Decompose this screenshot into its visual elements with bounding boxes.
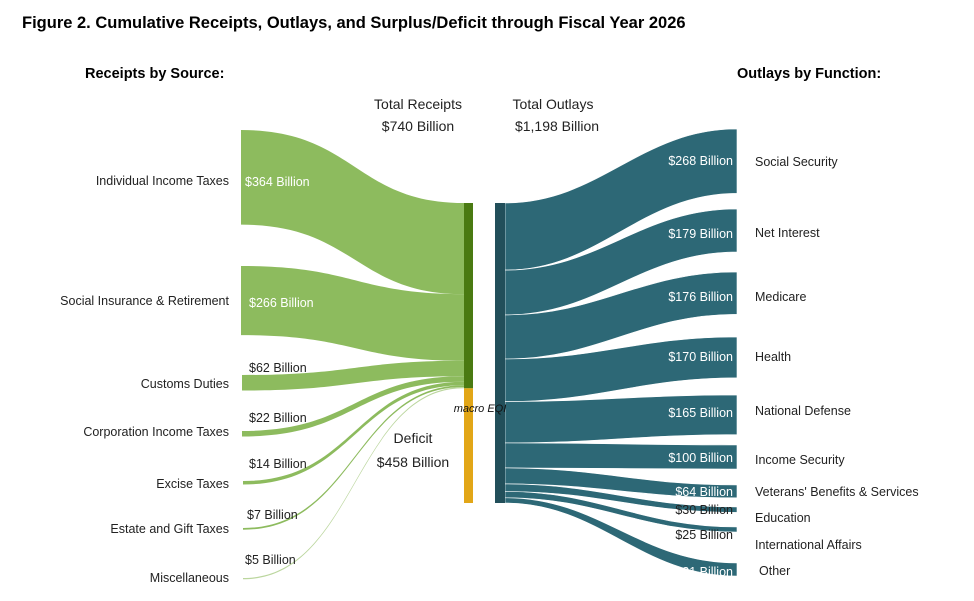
receipt-flow-customs-duties — [242, 360, 464, 391]
receipt-name-estate-and-gift-taxes: Estate and Gift Taxes — [110, 522, 229, 536]
receipt-value-excise-taxes: $14 Billion — [249, 457, 307, 471]
outlay-flow-health — [504, 336, 738, 402]
receipt-flows — [241, 130, 464, 580]
receipt-value-social-insurance-retirement: $266 Billion — [249, 296, 314, 310]
outlay-value-medicare: $176 Billion — [668, 290, 733, 304]
outlay-value-other: $21 Billion — [675, 565, 733, 579]
outlay-value-health: $170 Billion — [668, 350, 733, 364]
receipt-flow-corporation-income-taxes — [242, 376, 464, 437]
receipt-name-individual-income-taxes: Individual Income Taxes — [96, 174, 229, 188]
receipt-name-customs-duties: Customs Duties — [141, 377, 229, 391]
receipt-value-individual-income-taxes: $364 Billion — [245, 175, 310, 189]
deficit-bar — [464, 388, 473, 503]
outlay-name-international-affairs: International Affairs — [755, 538, 862, 552]
receipt-flow-social-insurance-retirement — [241, 266, 464, 361]
outlay-name-net-interest: Net Interest — [755, 226, 820, 240]
outlay-value-national-defense: $165 Billion — [668, 406, 733, 420]
receipt-value-miscellaneous: $5 Billion — [245, 553, 296, 567]
outlay-value-net-interest: $179 Billion — [668, 227, 733, 241]
deficit-value: $458 Billion — [377, 454, 449, 470]
outlay-flow-other — [504, 497, 738, 577]
outlay-name-veterans-benefits-services: Veterans' Benefits & Services — [755, 485, 919, 499]
outlay-flow-net-interest — [504, 208, 738, 316]
outlay-flow-income-security — [504, 442, 738, 470]
receipt-name-excise-taxes: Excise Taxes — [156, 477, 229, 491]
total-bars — [464, 203, 505, 503]
outlay-flow-medicare — [504, 271, 738, 360]
total-outlays-label: Total Outlays — [513, 96, 594, 112]
outlay-name-health: Health — [755, 350, 791, 364]
outlay-value-income-security: $100 Billion — [668, 451, 733, 465]
receipt-value-estate-and-gift-taxes: $7 Billion — [247, 508, 298, 522]
outlays-header: Outlays by Function: — [737, 66, 881, 82]
receipt-value-customs-duties: $62 Billion — [249, 361, 307, 375]
outlay-name-national-defense: National Defense — [755, 404, 851, 418]
figure-title: Figure 2. Cumulative Receipts, Outlays, … — [22, 14, 686, 32]
outlay-flow-social-security — [504, 128, 738, 271]
outlay-name-income-security: Income Security — [755, 453, 845, 467]
watermark-text: macro EQI — [454, 403, 507, 415]
outlay-flow-veterans-benefits-services — [504, 467, 738, 499]
total-outlays-bar — [495, 203, 505, 503]
outlay-name-other: Other — [759, 564, 790, 578]
receipt-name-social-insurance-retirement: Social Insurance & Retirement — [60, 294, 229, 308]
outlay-flows — [504, 128, 738, 577]
total-receipts-bar — [464, 203, 473, 389]
outlay-name-social-security: Social Security — [755, 155, 838, 169]
outlay-value-social-security: $268 Billion — [668, 154, 733, 168]
outlay-flow-international-affairs — [504, 491, 738, 533]
receipt-name-miscellaneous: Miscellaneous — [150, 571, 229, 585]
receipts-header: Receipts by Source: — [85, 66, 224, 82]
receipt-value-corporation-income-taxes: $22 Billion — [249, 411, 307, 425]
total-receipts-value: $740 Billion — [382, 118, 454, 134]
receipt-flow-individual-income-taxes — [241, 130, 464, 295]
outlay-value-international-affairs: $25 Billion — [675, 528, 733, 542]
outlay-flow-education — [504, 483, 738, 513]
deficit-label: Deficit — [394, 430, 433, 446]
flow-labels: Individual Income Taxes $364 Billion Socia… — [60, 154, 918, 585]
total-receipts-label: Total Receipts — [374, 96, 462, 112]
outlay-value-education: $30 Billion — [675, 503, 733, 517]
receipt-name-corporation-income-taxes: Corporation Income Taxes — [83, 425, 229, 439]
outlay-value-veterans-benefits-services: $64 Billion — [675, 485, 733, 499]
outlay-flow-national-defense — [504, 394, 738, 444]
outlay-name-medicare: Medicare — [755, 290, 806, 304]
total-outlays-value: $1,198 Billion — [515, 118, 599, 134]
outlay-name-education: Education — [755, 511, 811, 525]
receipt-flow-excise-taxes — [243, 381, 464, 485]
